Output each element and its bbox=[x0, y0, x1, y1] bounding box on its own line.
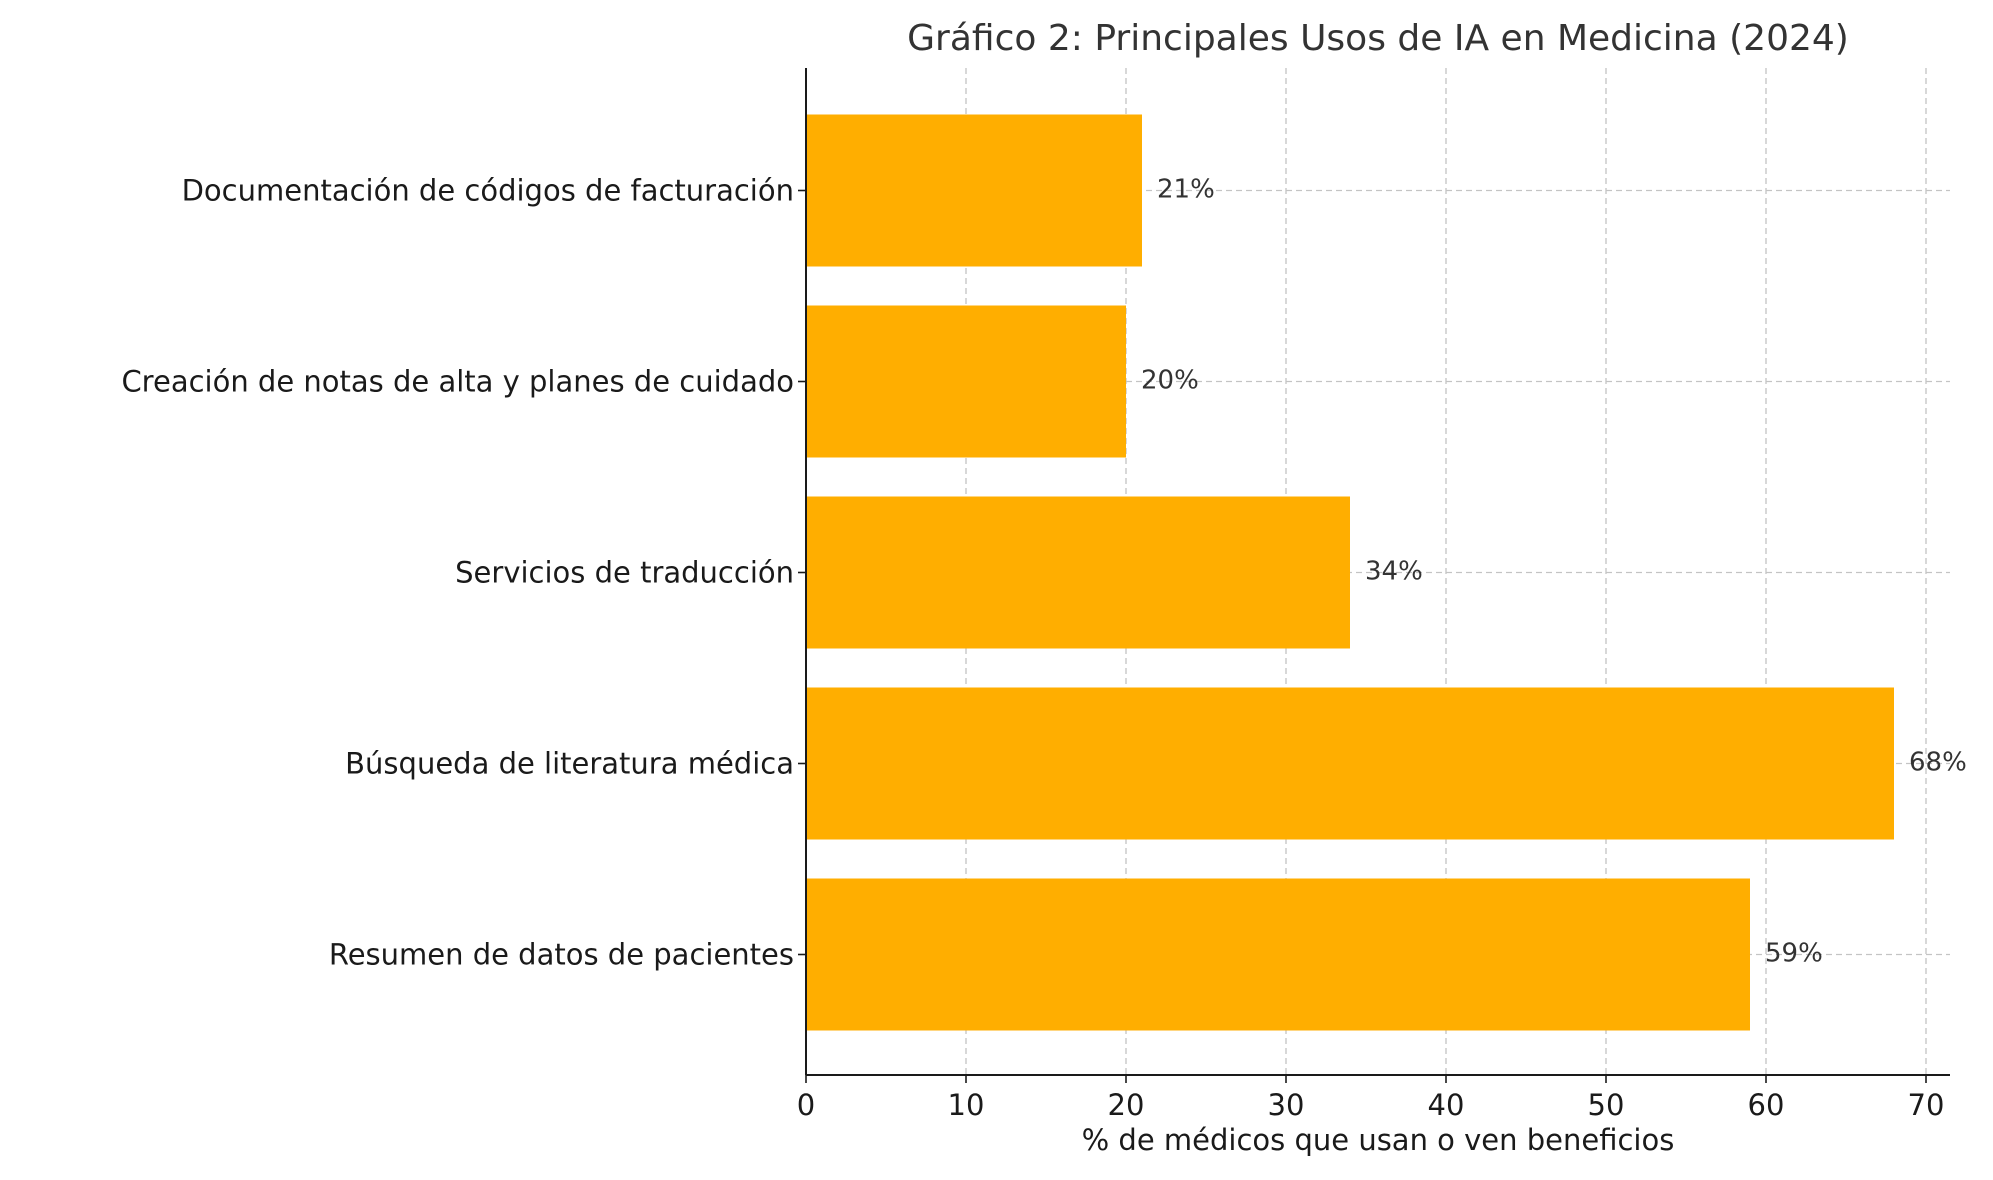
x-tick-label: 10 bbox=[948, 1088, 985, 1122]
y-tick-label: Creación de notas de alta y planes de cu… bbox=[121, 365, 794, 399]
x-tick-label: 60 bbox=[1748, 1088, 1785, 1122]
bars bbox=[806, 114, 1894, 1031]
y-axis-ticks: Resumen de datos de pacientes Búsqueda de… bbox=[121, 174, 806, 972]
axes bbox=[805, 68, 1950, 1076]
data-label: 21% bbox=[1157, 175, 1215, 205]
bar bbox=[806, 496, 1350, 649]
bar bbox=[806, 305, 1126, 458]
chart-title: Gráfico 2: Principales Usos de IA en Med… bbox=[907, 18, 1849, 59]
x-axis-label: % de médicos que usan o ven beneficios bbox=[1082, 1123, 1675, 1157]
x-tick-label: 70 bbox=[1908, 1088, 1945, 1122]
data-labels: 59% 68% 34% 20% 21% bbox=[1141, 175, 1967, 969]
x-tick-label: 40 bbox=[1428, 1088, 1465, 1122]
data-label: 34% bbox=[1365, 557, 1423, 587]
y-tick-label: Resumen de datos de pacientes bbox=[329, 938, 794, 972]
data-label: 20% bbox=[1141, 366, 1199, 396]
x-tick-label: 50 bbox=[1588, 1088, 1625, 1122]
y-tick-label: Búsqueda de literatura médica bbox=[345, 747, 794, 781]
data-label: 59% bbox=[1765, 939, 1823, 969]
y-tick-label: Documentación de códigos de facturación bbox=[182, 174, 794, 208]
x-tick-label: 20 bbox=[1108, 1088, 1145, 1122]
y-tick-label: Servicios de traducción bbox=[455, 556, 794, 590]
x-axis-ticks: 0 10 20 30 40 50 60 70 bbox=[797, 1075, 1945, 1122]
bar bbox=[806, 687, 1894, 840]
data-label: 68% bbox=[1909, 748, 1967, 778]
bar bbox=[806, 114, 1142, 267]
x-tick-label: 30 bbox=[1268, 1088, 1305, 1122]
bar bbox=[806, 878, 1750, 1031]
x-tick-label: 0 bbox=[797, 1088, 815, 1122]
